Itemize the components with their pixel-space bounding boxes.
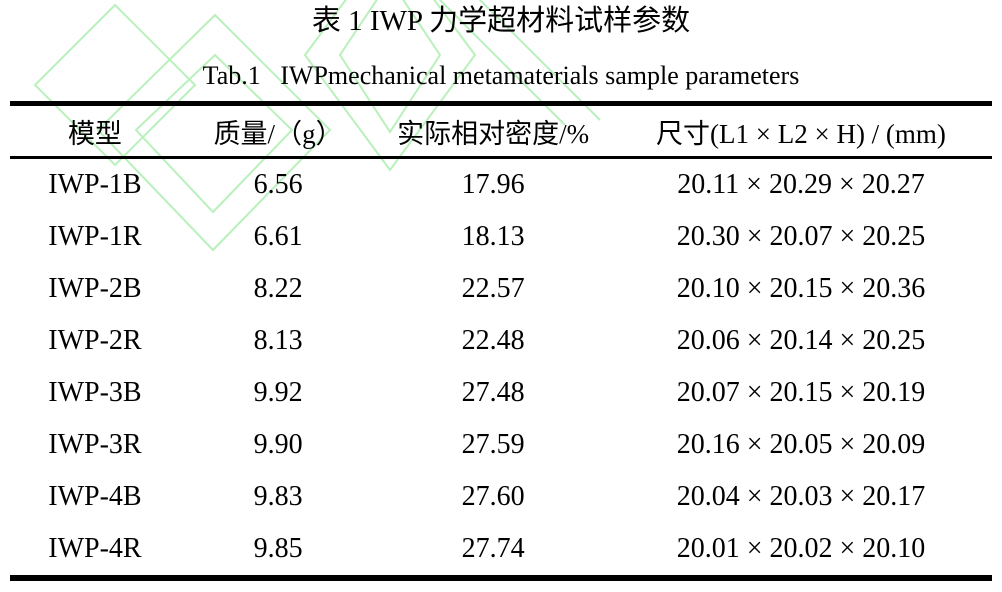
cell-mass: 8.22 [253, 273, 303, 304]
cell-mass: 6.56 [253, 169, 303, 200]
sample-parameters-table: 模型 质量/（g） 实际相对密度/% 尺寸(L1 × L2 × H) / (mm… [10, 101, 992, 581]
cell-model: IWP-4R [48, 533, 142, 564]
table-row: IWP-2R 8.13 22.48 20.06 × 20.14 × 20.25 [10, 315, 992, 367]
table-row: IWP-3B 9.92 27.48 20.07 × 20.15 × 20.19 [10, 367, 992, 419]
table-row: IWP-4B 9.83 27.60 20.04 × 20.03 × 20.17 [10, 471, 992, 523]
cell-mass: 9.92 [253, 377, 303, 408]
table-row: IWP-4R 9.85 27.74 20.01 × 20.02 × 20.10 [10, 523, 992, 578]
cell-dimensions: 20.04 × 20.03 × 20.17 [676, 481, 926, 512]
cell-dimensions: 20.16 × 20.05 × 20.09 [676, 429, 926, 460]
header-relative-density: 实际相对密度/% [376, 103, 610, 159]
cell-mass: 9.90 [253, 429, 303, 460]
cell-dimensions: 20.10 × 20.15 × 20.36 [676, 273, 926, 304]
table-row: IWP-2B 8.22 22.57 20.10 × 20.15 × 20.36 [10, 263, 992, 315]
header-model: 模型 [10, 103, 180, 159]
cell-density: 27.74 [461, 533, 525, 564]
cell-dimensions: 20.11 × 20.29 × 20.27 [677, 169, 925, 200]
header-mass: 质量/（g） [179, 103, 377, 159]
cell-mass: 9.83 [253, 481, 303, 512]
cell-density: 27.60 [461, 481, 525, 512]
cell-model: IWP-4B [48, 481, 142, 512]
table-row: IWP-1B 6.56 17.96 20.11 × 20.29 × 20.27 [10, 158, 992, 212]
cell-model: IWP-2R [48, 325, 142, 356]
cell-model: IWP-1R [48, 221, 142, 252]
cell-density: 27.59 [461, 429, 525, 460]
cell-density: 22.57 [461, 273, 525, 304]
cell-mass: 8.13 [253, 325, 303, 356]
cell-model: IWP-2B [48, 273, 142, 304]
cell-dimensions: 20.30 × 20.07 × 20.25 [676, 221, 926, 252]
table-caption-english: Tab.1 IWPmechanical metamaterials sample… [202, 61, 800, 90]
cell-dimensions: 20.06 × 20.14 × 20.25 [676, 325, 926, 356]
table-caption-chinese: 表 1 IWP 力学超材料试样参数 [311, 5, 691, 37]
header-dimensions: 尺寸(L1 × L2 × H) / (mm) [609, 103, 992, 159]
cell-density: 18.13 [461, 221, 525, 252]
cell-density: 22.48 [461, 325, 525, 356]
cell-model: IWP-1B [48, 169, 142, 200]
cell-mass: 6.61 [253, 221, 303, 252]
cell-dimensions: 20.01 × 20.02 × 20.10 [676, 533, 926, 564]
cell-density: 27.48 [461, 377, 525, 408]
table-header-row: 模型 质量/（g） 实际相对密度/% 尺寸(L1 × L2 × H) / (mm… [10, 103, 992, 159]
cell-model: IWP-3B [48, 377, 142, 408]
cell-density: 17.96 [461, 169, 525, 200]
table-row: IWP-1R 6.61 18.13 20.30 × 20.07 × 20.25 [10, 211, 992, 263]
table-row: IWP-3R 9.90 27.59 20.16 × 20.05 × 20.09 [10, 419, 992, 471]
cell-dimensions: 20.07 × 20.15 × 20.19 [676, 377, 926, 408]
cell-mass: 9.85 [253, 533, 303, 564]
cell-model: IWP-3R [48, 429, 142, 460]
